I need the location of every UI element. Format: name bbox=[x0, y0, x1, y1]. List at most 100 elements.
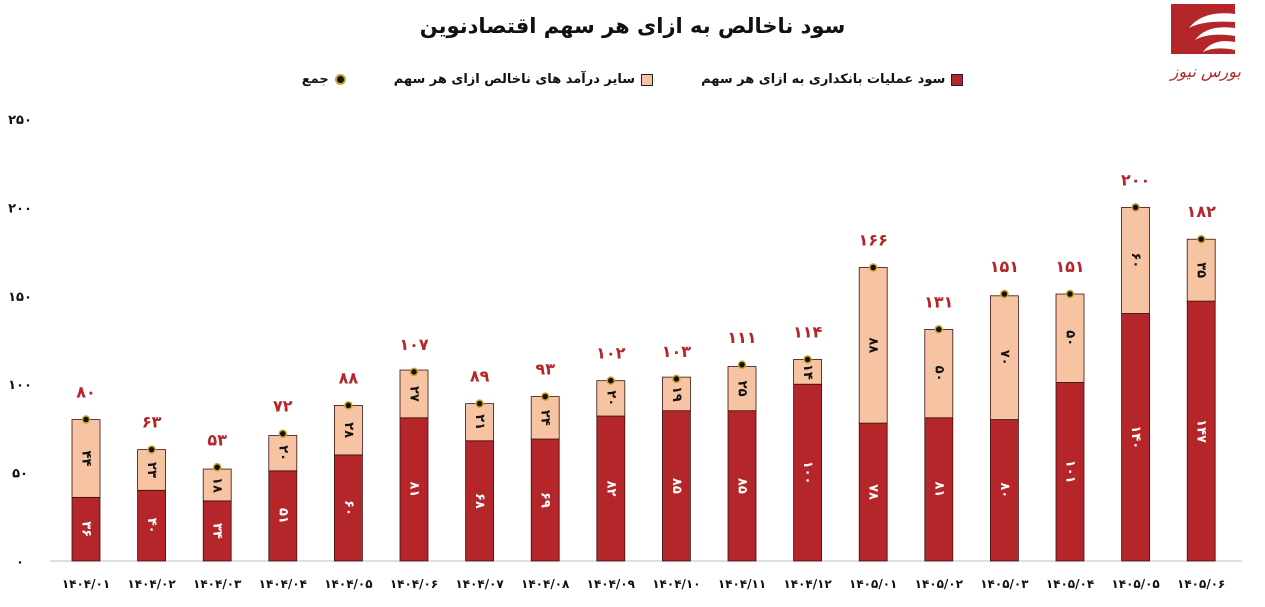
total-marker bbox=[540, 392, 550, 401]
data-label-other-income: ۵۰ bbox=[931, 366, 946, 382]
bar-other-income bbox=[727, 366, 757, 412]
legend-item-other-income: سایر درآمد های ناخالص ازای هر سهم bbox=[394, 72, 654, 87]
x-tick-label: ۱۴۰۵/۰۱ bbox=[849, 577, 897, 591]
x-tick-label: ۱۴۰۴/۱۲ bbox=[783, 577, 832, 591]
data-label-total: ۷۲ bbox=[273, 397, 293, 416]
bar-banking bbox=[662, 410, 691, 562]
x-tick-label: ۱۴۰۴/۰۶ bbox=[390, 577, 438, 591]
bar-other-income bbox=[268, 435, 298, 472]
total-marker bbox=[606, 376, 616, 385]
logo-text: بورس نیوز bbox=[1170, 62, 1241, 81]
total-marker bbox=[1000, 289, 1009, 299]
data-label-banking: ۷۸ bbox=[866, 484, 881, 500]
data-label-total: ۹۳ bbox=[535, 360, 555, 379]
bar-other-income bbox=[399, 369, 429, 419]
data-label-other-income: ۱۸ bbox=[210, 477, 225, 493]
total-marker bbox=[1131, 203, 1140, 212]
bar-banking bbox=[268, 470, 298, 562]
data-label-total: ۱۵۱ bbox=[1055, 257, 1084, 276]
data-label-other-income: ۸۸ bbox=[866, 337, 881, 353]
data-label-total: ۸۹ bbox=[470, 367, 490, 386]
bar-banking bbox=[202, 500, 232, 562]
data-label-banking: ۶۸ bbox=[472, 493, 487, 509]
legend-item-banking: سود عملیات بانکداری به ازای هر سهم bbox=[701, 72, 964, 87]
total-marker bbox=[409, 367, 419, 377]
data-label-other-income: ۵۰ bbox=[1063, 330, 1078, 346]
bar-other-income bbox=[137, 449, 167, 491]
bourse-news-logo-icon bbox=[1171, 4, 1235, 54]
y-tick-label: ۱۰۰ bbox=[8, 378, 32, 393]
x-tick-label: ۱۴۰۴/۰۱ bbox=[62, 577, 110, 591]
x-tick-label: ۱۴۰۵/۰۲ bbox=[915, 577, 964, 591]
data-label-total: ۱۰۷ bbox=[399, 335, 429, 354]
data-label-banking: ۶۹ bbox=[538, 492, 553, 508]
total-marker bbox=[868, 263, 878, 272]
x-tick-label: ۱۴۰۴/۱۰ bbox=[652, 577, 700, 591]
data-label-banking: ۱۴۷ bbox=[1194, 419, 1209, 443]
chart-title: سود ناخالص به ازای هر سهم اقتصادنوین bbox=[419, 14, 846, 38]
total-marker bbox=[803, 355, 812, 364]
legend-marker-total bbox=[334, 74, 346, 85]
data-label-total: ۲۰۰ bbox=[1121, 170, 1150, 189]
data-label-other-income: ۲۸ bbox=[341, 422, 356, 438]
bar-other-income bbox=[333, 405, 363, 456]
x-tick-label: ۱۴۰۴/۰۸ bbox=[521, 577, 570, 591]
x-tick-label: ۱۴۰۴/۰۲ bbox=[127, 577, 176, 591]
x-tick-label: ۱۴۰۴/۰۴ bbox=[259, 577, 307, 591]
total-marker bbox=[934, 325, 944, 334]
data-label-total: ۱۸۲ bbox=[1187, 202, 1217, 221]
data-label-other-income: ۴۴ bbox=[79, 451, 94, 467]
data-label-banking: ۸۰ bbox=[997, 482, 1012, 498]
data-label-total: ۵۳ bbox=[207, 430, 227, 449]
data-label-total: ۱۱۴ bbox=[793, 322, 823, 341]
x-tick-label: ۱۴۰۴/۰۳ bbox=[193, 577, 242, 591]
bar-banking bbox=[333, 454, 363, 562]
data-label-banking: ۱۰۱ bbox=[1063, 460, 1078, 484]
data-label-total: ۱۳۱ bbox=[924, 292, 953, 311]
data-label-total: ۱۰۳ bbox=[662, 342, 692, 361]
x-tick-label: ۱۴۰۴/۱۱ bbox=[718, 577, 766, 591]
x-tick-label: ۱۴۰۵/۰۶ bbox=[1177, 577, 1225, 591]
x-tick-label: ۱۴۰۴/۰۷ bbox=[455, 577, 504, 591]
y-tick-label: ۲۵۰ bbox=[8, 113, 32, 128]
data-label-banking: ۱۰۰ bbox=[800, 461, 815, 485]
x-tick-label: ۱۴۰۴/۰۹ bbox=[587, 577, 636, 591]
data-label-total: ۸۰ bbox=[76, 383, 96, 402]
bar-banking bbox=[793, 383, 822, 562]
total-marker bbox=[737, 360, 747, 370]
bar-banking bbox=[924, 417, 954, 562]
bar-other-income bbox=[530, 396, 560, 440]
x-tick-label: ۱۴۰۵/۰۴ bbox=[1046, 577, 1094, 591]
data-label-banking: ۵۱ bbox=[275, 508, 290, 524]
bar-other-income bbox=[858, 267, 888, 424]
data-label-other-income: ۳۵ bbox=[1194, 262, 1209, 278]
data-label-banking: ۸۱ bbox=[931, 481, 946, 497]
bar-banking bbox=[399, 417, 429, 562]
bar-other-income bbox=[465, 403, 495, 442]
legend-swatch-banking bbox=[951, 73, 964, 86]
data-label-other-income: ۲۱ bbox=[472, 414, 487, 430]
data-label-total: ۶۳ bbox=[142, 413, 162, 432]
total-marker bbox=[475, 399, 484, 408]
data-label-other-income: ۲۴ bbox=[538, 410, 553, 426]
data-label-other-income: ۲۰ bbox=[603, 390, 618, 406]
y-tick-label: ۰ bbox=[16, 555, 24, 570]
data-label-banking: ۳۶ bbox=[79, 521, 94, 537]
data-label-total: ۱۵۱ bbox=[990, 257, 1019, 276]
data-label-other-income: ۱۹ bbox=[669, 386, 684, 402]
legend-label-total: جمع bbox=[301, 72, 329, 87]
data-label-other-income: ۶۰ bbox=[1128, 253, 1143, 269]
bar-banking bbox=[530, 438, 560, 562]
data-label-total: ۱۱۱ bbox=[727, 328, 756, 347]
data-label-banking: ۸۵ bbox=[669, 478, 684, 494]
total-series-line bbox=[86, 207, 1201, 467]
bar-banking bbox=[465, 440, 495, 562]
data-label-other-income: ۷۰ bbox=[997, 350, 1012, 366]
legend-item-total: جمع bbox=[302, 72, 346, 87]
total-marker bbox=[278, 429, 288, 438]
total-marker bbox=[1196, 234, 1206, 244]
x-tick-label: ۱۴۰۵/۰۳ bbox=[980, 577, 1029, 591]
bar-banking bbox=[1186, 300, 1216, 562]
data-label-total: ۱۰۲ bbox=[596, 344, 626, 363]
